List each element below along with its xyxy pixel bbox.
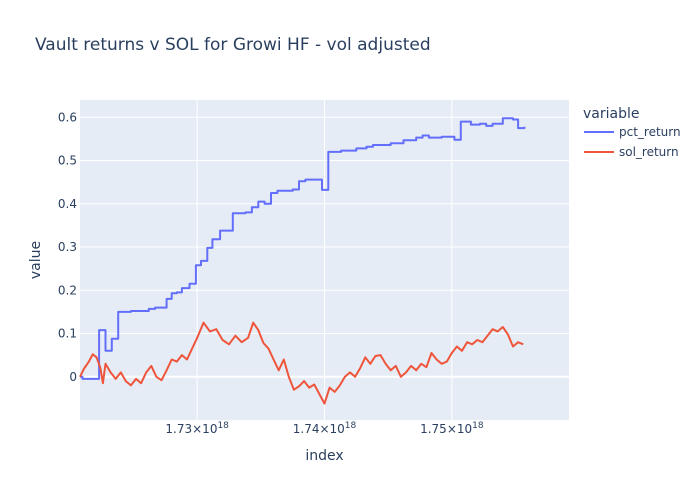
legend: variable pct_return sol_return <box>583 106 681 159</box>
x-tick-label: 1.74×1018 <box>293 421 357 436</box>
chart-title: Vault returns v SOL for Growi HF - vol a… <box>35 35 431 55</box>
y-tick-label: 0.4 <box>58 197 77 211</box>
y-axis-title: value <box>28 241 44 279</box>
legend-label: sol_return <box>619 145 679 159</box>
legend-label: pct_return <box>619 125 681 139</box>
series-lines <box>79 117 526 405</box>
legend-title: variable <box>583 106 639 122</box>
y-tick-label: 0 <box>69 370 77 384</box>
y-axis-ticks: 0 0.1 0.2 0.3 0.4 0.5 0.6 <box>58 110 77 383</box>
x-tick-label: 1.73×1018 <box>165 421 229 436</box>
y-tick-label: 0.6 <box>58 110 77 124</box>
y-tick-label: 0.3 <box>58 240 77 254</box>
grid <box>80 100 569 420</box>
legend-items: pct_return sol_return <box>584 125 681 159</box>
x-tick-label: 1.75×1018 <box>420 421 484 436</box>
x-axis-ticks: 1.73×1018 1.74×1018 1.75×1018 <box>165 421 483 436</box>
y-tick-label: 0.1 <box>58 327 77 341</box>
x-axis-title: index <box>305 448 343 464</box>
series-line-sol-return <box>79 321 524 405</box>
y-tick-label: 0.5 <box>58 154 77 168</box>
y-tick-label: 0.2 <box>58 283 77 297</box>
series-line-pct-return <box>80 117 526 380</box>
